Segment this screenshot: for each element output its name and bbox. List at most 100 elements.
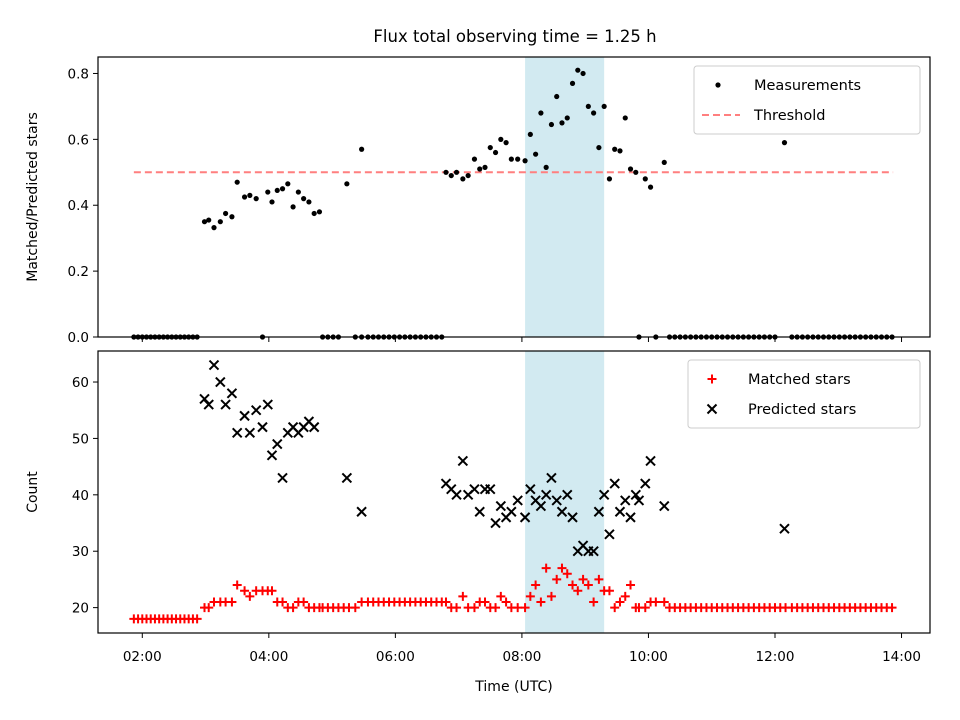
- measurement-point: [633, 169, 639, 175]
- matched-stars-point: [496, 591, 506, 601]
- measurement-point: [234, 179, 240, 185]
- matched-stars-point: [441, 597, 451, 607]
- predicted-stars-point: [262, 399, 273, 410]
- y-tick-label: 0.8: [68, 66, 89, 82]
- matched-stars-point: [583, 580, 593, 590]
- predicted-stars-point: [495, 500, 507, 512]
- legend-measurement-marker: [715, 82, 721, 88]
- measurement-point: [580, 70, 586, 77]
- matched-stars-point: [240, 586, 250, 596]
- matched-stars-point: [541, 563, 551, 573]
- matched-stars-point: [452, 603, 462, 613]
- matched-stars-point: [278, 597, 288, 607]
- predicted-stars-point: [244, 427, 256, 438]
- measurement-point: [538, 110, 544, 116]
- legend: Matched stars Predicted stars: [687, 359, 921, 429]
- predicted-stars-point: [231, 427, 243, 438]
- measurement-point: [503, 140, 509, 146]
- measurement-point: [642, 176, 648, 182]
- measurement-point: [301, 196, 307, 202]
- predicted-stars-point: [551, 495, 562, 506]
- predicted-stars-point: [546, 472, 557, 484]
- measurement-point: [575, 67, 581, 73]
- measurement-point: [448, 172, 454, 179]
- measurement-point: [606, 176, 613, 182]
- matched-stars-point: [536, 597, 546, 607]
- predicted-stars-point: [556, 506, 568, 517]
- predicted-stars-point: [630, 489, 642, 501]
- matched-stars-point: [480, 597, 490, 607]
- predicted-stars-point: [567, 512, 578, 523]
- measurement-point: [316, 209, 323, 215]
- measurement-point: [306, 199, 312, 205]
- x-tick-label: 12:00: [756, 649, 795, 665]
- chart-title: Flux total observing time = 1.25 h: [373, 27, 656, 46]
- matched-stars-point: [232, 580, 242, 590]
- predicted-stars-point: [640, 478, 651, 489]
- measurement-point: [344, 181, 350, 187]
- y-tick-label: 20: [72, 601, 89, 617]
- matched-stars-point: [626, 580, 636, 590]
- y-tick-label: 0.0: [68, 330, 89, 346]
- matched-stars-point: [651, 597, 661, 607]
- measurement-point: [253, 196, 259, 202]
- matched-stars-point: [350, 603, 360, 613]
- measurement-point: [247, 192, 253, 198]
- measurement-point: [222, 210, 229, 217]
- predicted-stars-point: [535, 500, 547, 512]
- measurement-point: [622, 115, 628, 121]
- matched-stars-point: [458, 591, 468, 601]
- legend-label: Predicted stars: [748, 402, 856, 418]
- matched-stars-point: [615, 597, 625, 607]
- measurement-point: [559, 120, 565, 126]
- measurement-point: [453, 169, 460, 175]
- measurement-point: [206, 217, 212, 223]
- y-tick-label: 40: [72, 488, 89, 504]
- y-tick-label: 0.4: [68, 198, 89, 214]
- predicted-stars-point: [659, 500, 670, 512]
- predicted-stars-point: [588, 546, 599, 557]
- predicted-stars-point: [620, 495, 631, 506]
- measurement-point: [274, 187, 280, 194]
- measurement-point: [311, 210, 317, 217]
- predicted-stars-point: [485, 483, 496, 495]
- matched-stars-point: [552, 574, 562, 584]
- y-tick-label: 30: [72, 544, 89, 560]
- measurement-point: [627, 166, 634, 172]
- predicted-stars-point: [277, 472, 288, 484]
- measurement-point: [460, 176, 466, 182]
- matched-stars-point: [245, 591, 255, 601]
- predicted-stars-point: [203, 399, 214, 410]
- matched-stars-point: [620, 591, 630, 601]
- measurement-point: [359, 146, 365, 152]
- predicted-stars-point: [614, 506, 626, 517]
- measurement-point: [201, 219, 208, 225]
- predicted-stars-point: [239, 410, 250, 422]
- x-tick-label: 14:00: [882, 649, 921, 665]
- predicted-stars-point: [512, 495, 523, 506]
- y-axis-label: Count: [25, 471, 41, 513]
- measurement-point: [585, 103, 591, 110]
- legend-predicted-marker: [706, 403, 718, 415]
- matched-stars-point: [299, 597, 309, 607]
- measurement-point: [498, 136, 504, 142]
- measurement-point: [601, 103, 607, 110]
- predicted-stars-point: [469, 483, 480, 495]
- predicted-stars-point: [598, 489, 610, 501]
- measurement-point: [661, 159, 667, 166]
- predicted-stars-point: [220, 399, 231, 410]
- legend-label: Matched stars: [748, 372, 851, 388]
- count-axes: 20 30 40 50 60 02:00 04:00 06:00 08:00 10:00 12:00…: [72, 350, 931, 665]
- predicted-stars-point: [562, 489, 573, 501]
- plot-frame: [97, 350, 931, 634]
- x-tick-label: 10:00: [629, 649, 668, 665]
- matched-stars-point: [192, 614, 202, 624]
- x-tick-label: 08:00: [502, 649, 541, 665]
- predicted-stars-point: [506, 506, 517, 517]
- predicted-stars-point: [490, 517, 501, 529]
- predicted-stars-point: [308, 421, 320, 433]
- matched-stars-point: [589, 597, 599, 607]
- predicted-stars-point: [519, 512, 531, 523]
- matched-stars-point: [520, 603, 530, 613]
- predicted-stars-point: [779, 523, 790, 534]
